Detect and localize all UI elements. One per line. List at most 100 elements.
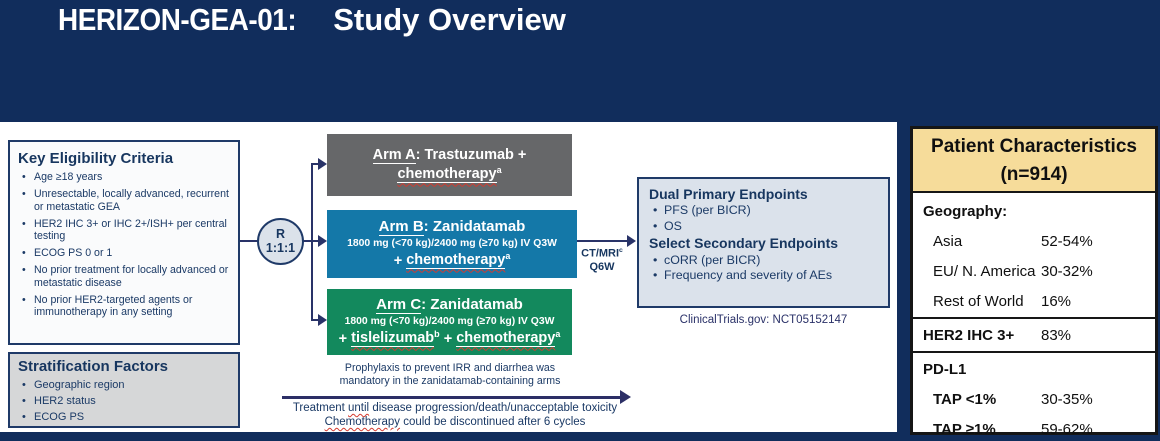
arm-b-box: Arm B: Zanidatamab 1800 mg (<70 kg)/2400… — [327, 210, 577, 278]
primary-endpoints-title: Dual Primary Endpoints — [649, 186, 808, 202]
prophylaxis-note: Prophylaxis to prevent IRR and diarrhea … — [339, 362, 561, 388]
table-divider — [913, 351, 1155, 354]
eligibility-item: HER2 IHC 3+ or IHC 2+/ISH+ per central t… — [18, 218, 232, 243]
arrowhead-arm-a — [318, 158, 327, 170]
randomization-circle: R 1:1:1 — [257, 218, 304, 265]
footnote-marker-c: c — [619, 247, 623, 254]
table-row: TAP <1% 30-35% — [913, 384, 1155, 414]
eligibility-item: No prior HER2-targeted agents or immunot… — [18, 294, 232, 319]
row-label: PD-L1 — [923, 360, 967, 378]
stratification-item: HER2 status — [18, 395, 232, 408]
primary-endpoints-list: PFS (per BICR) OS — [649, 203, 880, 233]
patient-characteristics-title: Patient Characteristics — [931, 136, 1137, 157]
slide-title-suffix: Study Overview — [324, 2, 566, 37]
plus-sign: + — [439, 330, 457, 347]
patient-characteristics-table: Geography: Asia 52-54% EU/ N. America 30-3… — [913, 193, 1155, 441]
connector-line — [311, 163, 318, 165]
arm-c-title: Arm C: Zanidatamab — [376, 296, 523, 315]
row-label: Geography: — [923, 202, 1008, 220]
row-label: TAP <1% — [933, 390, 997, 408]
footnote-marker-a: a — [496, 164, 502, 175]
patient-characteristics-panel: Patient Characteristics (n=914) Geograph… — [910, 126, 1158, 438]
row-label: Asia — [933, 232, 963, 250]
arrowhead-endpoints — [627, 235, 636, 247]
endpoint-item: Frequency and severity of AEs — [649, 268, 880, 283]
arm-c-chemo: chemotherapy — [456, 330, 556, 348]
arm-a-box: Arm A: Trastuzumab + chemotherapya — [327, 134, 572, 196]
arm-b-dose: 1800 mg (<70 kg)/2400 mg (≥70 kg) IV Q3W — [347, 238, 557, 250]
note-text: until — [348, 402, 370, 414]
stratification-title: Stratification Factors — [18, 358, 169, 375]
endpoint-item: cORR (per BICR) — [649, 253, 880, 268]
treatment-note-line2: Chemotherapy could be discontinued after… — [230, 416, 680, 430]
table-row: PD-L1 — [913, 354, 1155, 384]
arm-a-name: Arm A — [372, 147, 416, 165]
treatment-duration-arrow — [282, 396, 622, 399]
stratification-item: Geographic region — [18, 379, 232, 392]
table-row: TAP ≥1% 59-62% — [913, 414, 1155, 441]
study-diagram-panel: Key Eligibility Criteria Age ≥18 years U… — [0, 122, 897, 432]
imaging-modality: CT/MRIc — [570, 247, 634, 261]
connector-line — [311, 163, 313, 321]
patient-characteristics-header: Patient Characteristics (n=914) — [913, 129, 1155, 194]
table-row: Rest of World 16% — [913, 286, 1155, 316]
endpoint-item: PFS (per BICR) — [649, 203, 880, 218]
arm-a-regimen: : Trastuzumab + — [415, 147, 527, 164]
note-text: disease progression/death/unacceptable t… — [369, 402, 618, 414]
arm-c-box: Arm C: Zanidatamab 1800 mg (<70 kg)/2400… — [327, 289, 572, 355]
eligibility-title: Key Eligibility Criteria — [18, 150, 174, 167]
connector-line — [311, 319, 318, 321]
arrowhead-arm-b — [318, 235, 327, 247]
footnote-marker-a: a — [555, 328, 561, 339]
arm-b-name: Arm B — [378, 218, 424, 237]
imaging-schedule-label: CT/MRIc Q6W — [570, 247, 634, 275]
eligibility-criteria-box: Key Eligibility Criteria Age ≥18 years U… — [8, 140, 240, 345]
treatment-note-line1: Treatment until disease progression/deat… — [230, 402, 680, 416]
row-label: Rest of World — [933, 292, 1024, 310]
randomization-ratio: 1:1:1 — [265, 240, 296, 255]
eligibility-item: ECOG PS 0 or 1 — [18, 247, 232, 260]
row-value: 59-62% — [1041, 420, 1093, 438]
arm-b-title: Arm B: Zanidatamab — [378, 218, 526, 237]
patient-characteristics-n: (n=914) — [1000, 163, 1068, 185]
arm-b-chemo: chemotherapy — [406, 252, 506, 270]
clinicaltrials-registry: ClinicalTrials.gov: NCT05152147 — [679, 314, 848, 326]
plus-sign: + — [338, 330, 352, 347]
endpoints-box: Dual Primary Endpoints PFS (per BICR) OS… — [637, 177, 890, 308]
table-row: Geography: — [913, 196, 1155, 226]
secondary-endpoints-list: cORR (per BICR) Frequency and severity o… — [649, 253, 880, 283]
arm-a-line2: chemotherapya — [397, 164, 502, 184]
row-value: 52-54% — [1041, 232, 1093, 250]
secondary-endpoints-title: Select Secondary Endpoints — [649, 235, 839, 252]
row-label: HER2 IHC 3+ — [923, 326, 1015, 344]
arm-c-line3: + tislelizumabb + chemotherapya — [338, 328, 561, 348]
footnote-marker-b: b — [434, 328, 440, 339]
treatment-duration-note: Treatment until disease progression/deat… — [230, 402, 680, 430]
endpoint-item: OS — [649, 219, 880, 234]
arm-a-chemo: chemotherapy — [397, 166, 497, 184]
table-row: Asia 52-54% — [913, 226, 1155, 256]
note-text: Chemotherapy — [324, 415, 401, 428]
arm-c-tislelizumab: tislelizumab — [351, 330, 435, 348]
note-text: could be discontinued after 6 cycles — [400, 415, 586, 428]
eligibility-list: Age ≥18 years Unresectable, locally adva… — [18, 171, 232, 319]
row-value: 30-35% — [1041, 390, 1093, 408]
row-value: 16% — [1041, 292, 1072, 310]
imaging-frequency: Q6W — [589, 261, 615, 274]
stratification-list: Geographic region HER2 status ECOG PS — [18, 379, 232, 424]
table-row: EU/ N. America 30-32% — [913, 256, 1155, 286]
note-text: Treatment — [292, 402, 349, 414]
slide-title: HERIZON-GEA-01: Study Overview — [58, 2, 566, 38]
table-row: HER2 IHC 3+ 83% — [913, 320, 1155, 350]
row-value: 83% — [1041, 326, 1072, 344]
row-label: EU/ N. America — [933, 262, 1036, 280]
arm-b-line3: + chemotherapya — [393, 251, 510, 270]
row-label: TAP ≥1% — [933, 420, 996, 438]
plus-sign: + — [393, 252, 407, 269]
imaging-modality-text: CT/MRI — [581, 247, 620, 260]
eligibility-item: Age ≥18 years — [18, 171, 232, 184]
arm-b-regimen: : Zanidatamab — [423, 218, 526, 236]
stratification-item: ECOG PS — [18, 411, 232, 424]
slide-title-study-id: HERIZON-GEA-01: — [58, 2, 297, 37]
